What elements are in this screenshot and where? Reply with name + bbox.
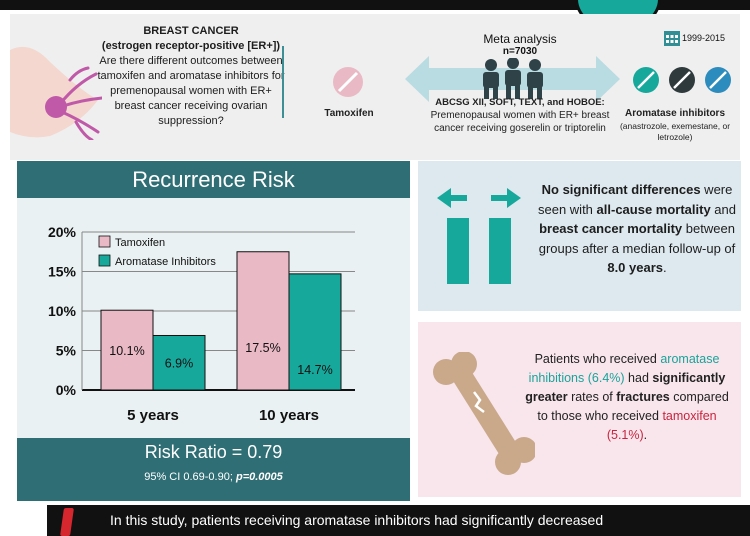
nd-text-8: . <box>663 260 667 275</box>
fx-text-7: compared to those who received <box>537 390 729 423</box>
y-tick-label: 5% <box>56 343 77 359</box>
trials-block: ABCSG XII, SOFT, TEXT, and HOBOE: Premen… <box>415 96 625 135</box>
conclusion-bar <box>47 505 750 536</box>
equal-bars-icon <box>437 188 521 284</box>
bar-value-label: 6.9% <box>165 357 194 371</box>
calendar-icon <box>664 31 680 46</box>
meta-title: Meta analysis <box>483 32 557 46</box>
divider <box>282 46 284 118</box>
y-tick-label: 20% <box>48 224 77 240</box>
y-tick-label: 10% <box>48 303 77 319</box>
nd-strong-7: 8.0 years <box>607 260 664 275</box>
fractures-text: Patients who received aromatase inhibiti… <box>522 350 732 445</box>
years-label: 1999-2015 <box>682 33 726 43</box>
tamoxifen-label: Tamoxifen <box>324 108 374 119</box>
risk-ratio-box: Risk Ratio = 0.79 95% CI 0.69-0.90; p=0.… <box>17 438 410 501</box>
legend-swatch <box>98 235 111 248</box>
nd-strong-1: No significant differences <box>541 182 701 197</box>
bar-value-label: 10.1% <box>109 344 144 358</box>
bar-value-label: 14.7% <box>297 363 332 377</box>
nd-text-4: and <box>710 201 736 217</box>
ai-label: Aromatase inhibitors <box>624 108 726 119</box>
recurrence-chart: 0% 5% 10% 15% 20% 10.1% 6.9% 5 years 17.5% 14.7% 1… <box>48 224 355 424</box>
no-difference-text: No significant differences were seen wit… <box>537 180 737 278</box>
x-category-label: 10 years <box>259 407 319 424</box>
bar <box>152 334 206 391</box>
nd-text-6: between groups after a median follow-up … <box>538 221 736 256</box>
top-bar <box>0 0 750 10</box>
fx-text-9: . <box>643 428 648 442</box>
question-block: BREAST CANCER (estrogen receptor-positiv… <box>96 24 286 129</box>
no-difference-panel <box>418 161 741 311</box>
bar-value-label: 17.5% <box>245 341 280 355</box>
fx-text-1: Patients who received <box>534 352 661 366</box>
question-subtitle: (estrogen receptor-positive [ER+]) <box>101 40 281 52</box>
conclusion-text: In this study, patients receiving aromat… <box>110 512 604 528</box>
question-body: Are there different outcomes between tam… <box>97 55 285 127</box>
question-title: BREAST CANCER <box>143 25 239 37</box>
bone-icon <box>433 352 535 475</box>
breast-icon <box>10 46 102 140</box>
legend-label: Aromatase Inhibitors <box>115 256 216 268</box>
aromatase-pills-icon <box>633 67 731 93</box>
y-tick-label: 15% <box>48 264 77 280</box>
fx-text-3: had <box>624 371 653 385</box>
fx-tam-rate: tamoxifen (5.1%) <box>606 409 717 442</box>
fx-ai-rate: aromatase inhibitions (6.4%) <box>528 352 720 385</box>
confidence-interval: 95% CI 0.69-0.90; p=0.0005 <box>17 471 410 483</box>
p-value: p=0.0005 <box>235 471 283 483</box>
risk-ratio: Risk Ratio = 0.79 <box>144 442 283 462</box>
recurrence-title: Recurrence Risk <box>17 161 410 198</box>
fx-strong-6: fractures <box>616 390 670 404</box>
legend-swatch <box>98 254 111 267</box>
x-category-label: 5 years <box>127 407 179 424</box>
nd-text-2: were seen with <box>537 182 733 217</box>
meta-n: n=7030 <box>502 46 538 57</box>
ai-drugs: (anastrozole, exemestane, or letrozole) <box>619 121 731 142</box>
bar <box>288 273 342 391</box>
nd-strong-5: breast cancer mortality <box>539 221 683 236</box>
fx-strong-4: significantly greater <box>525 371 726 404</box>
header-panel <box>10 14 740 160</box>
ci-text: 95% CI 0.69-0.90; <box>144 471 236 483</box>
nd-strong-3: all-cause mortality <box>596 201 711 217</box>
pill-icon <box>333 67 363 97</box>
y-tick-label: 0% <box>56 382 77 398</box>
legend-label: Tamoxifen <box>115 237 165 249</box>
people-icon <box>483 58 543 99</box>
trials-title: ABCSG XII, SOFT, TEXT, and HOBOE: <box>435 97 605 108</box>
fx-text-5: rates of <box>567 390 617 404</box>
trials-body: Premenopausal women with ER+ breast canc… <box>430 110 610 134</box>
bar <box>236 251 290 391</box>
